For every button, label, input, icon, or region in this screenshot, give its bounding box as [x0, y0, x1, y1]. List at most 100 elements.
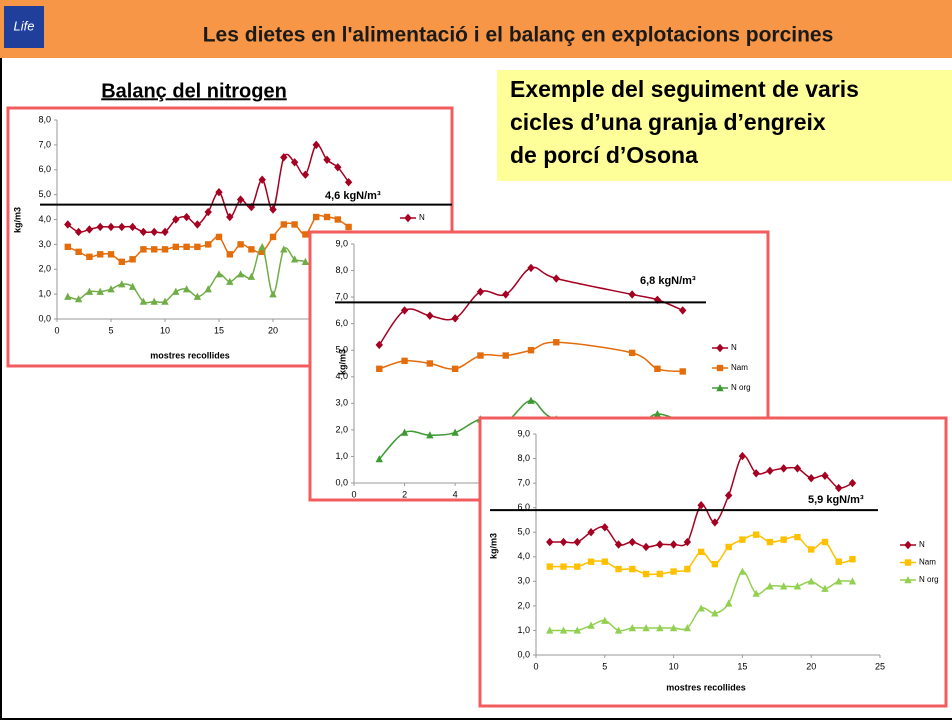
legend-label: N — [731, 343, 737, 352]
y-tick-label: 9,0 — [335, 238, 348, 248]
x-tick-label: 25 — [875, 661, 885, 671]
data-point — [451, 428, 459, 436]
data-point — [248, 246, 255, 253]
data-point — [75, 248, 82, 256]
data-point — [587, 621, 595, 629]
y-tick-label: 0,0 — [38, 313, 51, 323]
data-point — [821, 584, 829, 592]
data-point — [614, 540, 623, 549]
data-point — [725, 543, 732, 551]
chart-panel: 0,0 1,0 2,0 3,0 4,0 5,0 6,0 7,0 8,0 9,0 0 5 10 15 20 25… — [478, 416, 948, 708]
data-point — [139, 297, 148, 305]
data-point — [477, 352, 484, 359]
x-tick-label: 20 — [268, 325, 278, 335]
data-point — [269, 290, 277, 298]
data-point — [183, 243, 190, 251]
header-title: Les dietes en l'alimentació i el balanç … — [203, 24, 834, 47]
data-point — [237, 241, 244, 248]
data-point — [793, 582, 802, 590]
data-point — [527, 396, 535, 404]
data-point — [236, 270, 245, 278]
data-point — [107, 222, 115, 232]
data-point — [150, 297, 158, 305]
data-point — [205, 241, 212, 248]
data-point — [752, 531, 760, 538]
legend-label: Nam — [919, 558, 936, 567]
data-point — [654, 365, 661, 373]
data-point — [226, 251, 233, 258]
logo — [4, 6, 44, 48]
data-point — [258, 175, 266, 184]
y-tick-label: 4,0 — [38, 214, 51, 224]
data-point — [553, 339, 560, 346]
note-line: de porcí d’Osona — [510, 142, 698, 168]
y-tick-label: 4,0 — [517, 551, 530, 561]
y-tick-label: 0,0 — [335, 477, 348, 487]
note-line: Exemple del seguiment de varis — [510, 76, 859, 102]
data-point — [182, 212, 191, 222]
data-point — [669, 540, 678, 549]
data-point — [766, 466, 774, 476]
x-tick-label: 2 — [402, 489, 407, 499]
data-point — [215, 187, 223, 197]
x-tick-label: 10 — [160, 325, 170, 335]
data-point — [628, 537, 637, 547]
y-tick-label: 8,0 — [38, 114, 51, 124]
data-point — [739, 536, 746, 543]
data-point — [587, 528, 595, 537]
data-point — [724, 599, 733, 607]
data-point — [426, 311, 434, 320]
y-tick-label: 2,0 — [517, 600, 530, 610]
data-point — [151, 246, 158, 253]
data-point — [587, 558, 595, 565]
legend-label: N org — [919, 575, 939, 584]
data-point — [807, 474, 815, 483]
data-point — [552, 274, 560, 283]
y-tick-label: 6,0 — [335, 318, 348, 328]
data-point — [628, 290, 636, 299]
x-tick-label: 5 — [108, 325, 113, 335]
y-tick-label: 6,0 — [38, 164, 51, 174]
data-point — [269, 205, 277, 214]
data-point — [779, 464, 788, 473]
note-box — [497, 70, 952, 181]
data-point — [629, 565, 636, 573]
data-point — [752, 469, 760, 478]
legend-label: N — [419, 213, 425, 222]
data-point — [711, 518, 719, 527]
data-point — [400, 428, 409, 436]
y-axis-label: kg/m3 — [12, 207, 22, 233]
data-point — [280, 221, 287, 228]
data-point — [64, 292, 72, 300]
data-point — [85, 287, 94, 295]
data-point — [194, 243, 201, 251]
data-point — [301, 257, 310, 265]
section-title: Balanç del nitrogen — [101, 80, 287, 102]
x-tick-label: 15 — [737, 661, 747, 671]
y-tick-label: 1,0 — [335, 451, 348, 461]
data-point — [375, 340, 383, 350]
data-point — [476, 287, 485, 296]
data-point — [738, 567, 747, 575]
threshold-label: 4,6 kgN/m³ — [325, 190, 381, 202]
data-point — [711, 609, 719, 617]
data-point — [679, 368, 686, 375]
x-tick-label: 15 — [214, 325, 224, 335]
data-point — [697, 548, 705, 556]
data-point — [193, 220, 202, 229]
data-point — [642, 570, 650, 578]
x-axis-label: mostres recollides — [150, 350, 230, 360]
data-point — [375, 455, 383, 463]
y-tick-label: 3,0 — [335, 398, 348, 408]
data-point — [794, 533, 801, 541]
data-point — [118, 280, 126, 288]
data-point — [601, 558, 608, 565]
data-point — [628, 349, 636, 357]
data-point — [502, 290, 510, 299]
data-point — [527, 347, 535, 354]
data-point — [451, 314, 459, 323]
data-point — [64, 243, 71, 251]
y-tick-label: 9,0 — [517, 428, 530, 438]
data-point — [766, 582, 774, 590]
